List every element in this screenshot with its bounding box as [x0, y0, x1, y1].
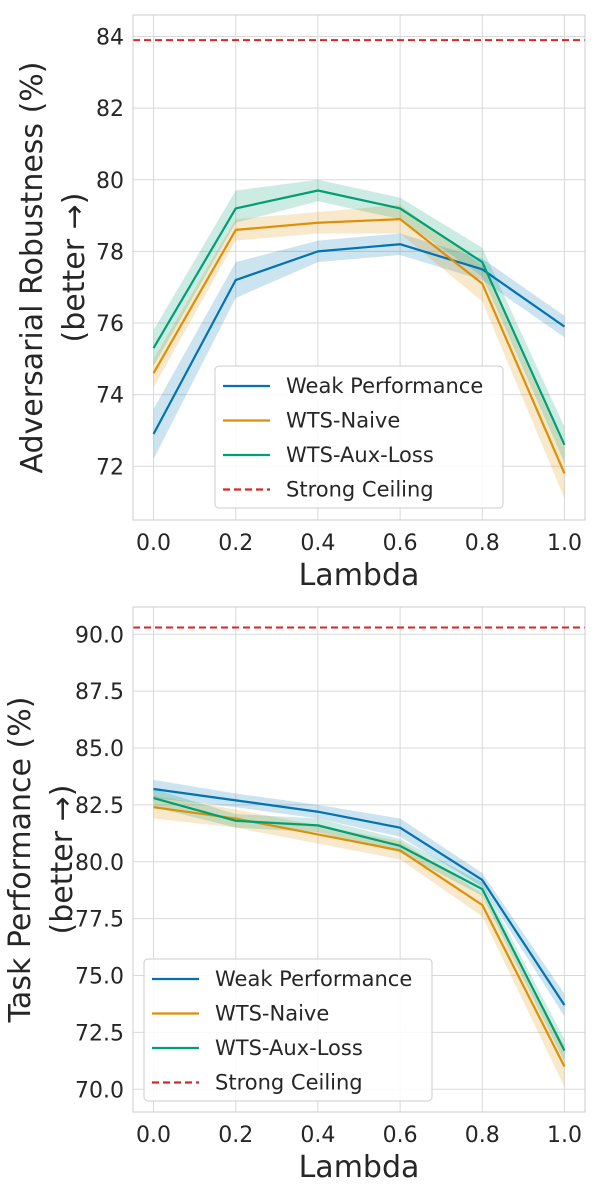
series-line-weak-performance: [152, 243, 566, 435]
y-axis-label-sub: (better →): [57, 193, 92, 343]
series-line-weak-performance: [153, 787, 566, 1006]
x-tick-label: 0.4: [300, 531, 335, 556]
legend-label-wts-aux-loss: WTS-Aux-Loss: [286, 443, 434, 467]
y-tick-label: 80.0: [75, 851, 124, 876]
axes-frame: [132, 606, 586, 1113]
confidence-band-wts-aux-loss: [153, 788, 565, 1062]
chart-panel-1: 0.0 0.2 0.4 0.6 0.8 1.0 72 74 76 78 80 82 84 Lambda Ad…: [15, 14, 586, 593]
legend-label-strong-ceiling: Strong Ceiling: [215, 1071, 363, 1095]
legend-label-wts-aux-loss: WTS-Aux-Loss: [215, 1036, 363, 1060]
legend-box: [214, 365, 504, 509]
series-line-wts-naive: [152, 218, 566, 474]
y-tick-label: 80: [96, 169, 124, 194]
confidence-band-wts-naive: [153, 204, 565, 499]
legend: Weak Performance WTS-Naive WTS-Aux-Loss Str…: [214, 365, 504, 509]
confidence-band-weak-performance: [153, 779, 565, 1017]
x-axis-label: Lambda: [299, 558, 420, 593]
legend-box: [143, 958, 433, 1102]
plot-area: [133, 626, 585, 1087]
legend-label-strong-ceiling: Strong Ceiling: [286, 478, 434, 502]
y-tick-label: 84: [96, 25, 124, 50]
chart-panel-2: 0.0 0.2 0.4 0.6 0.8 1.0 70.0 72.5 75.0 77.5 80.0 82…: [3, 606, 586, 1185]
y-tick-label: 85.0: [75, 737, 124, 762]
x-tick-label: 0.2: [218, 1123, 253, 1148]
axes-frame: [132, 14, 586, 521]
y-tick-label: 87.5: [75, 680, 124, 705]
legend: Weak Performance WTS-Naive WTS-Aux-Loss Str…: [143, 958, 433, 1102]
y-tick-label: 76: [96, 312, 124, 337]
y-tick-label: 72: [96, 455, 124, 480]
x-tick-label: 1.0: [547, 1123, 582, 1148]
x-axis-label: Lambda: [299, 1150, 420, 1185]
y-tick-label: 72.5: [75, 1021, 124, 1046]
x-tick-label: 0.2: [218, 531, 253, 556]
legend-label-weak-performance: Weak Performance: [215, 967, 412, 991]
y-tick-label: 90.0: [75, 623, 124, 648]
x-tick-label: 1.0: [547, 531, 582, 556]
y-tick-label: 75.0: [75, 965, 124, 990]
x-tick-label: 0.0: [136, 531, 171, 556]
series-line-wts-aux-loss: [152, 189, 566, 446]
legend-label-wts-naive: WTS-Naive: [286, 409, 400, 433]
y-axis-label: Task Performance (%): [3, 697, 38, 1024]
plot-area: [133, 39, 585, 499]
y-axis-label: Adversarial Robustness (%): [15, 61, 50, 473]
y-axis-label-sub: (better →): [45, 785, 80, 935]
y-tick-label: 70.0: [75, 1078, 124, 1103]
y-tick-label: 77.5: [75, 908, 124, 933]
series-line-wts-aux-loss: [153, 797, 566, 1052]
x-tick-label: 0.0: [136, 1123, 171, 1148]
x-tick-label: 0.8: [465, 1123, 500, 1148]
x-tick-label: 0.6: [383, 531, 418, 556]
x-tick-label: 0.6: [383, 1123, 418, 1148]
y-tick-label: 74: [96, 384, 124, 409]
y-tick-label: 78: [96, 240, 124, 265]
x-tick-label: 0.4: [300, 1123, 335, 1148]
legend-label-wts-naive: WTS-Naive: [215, 1002, 329, 1026]
y-tick-label: 82.5: [75, 794, 124, 819]
legend-label-weak-performance: Weak Performance: [286, 374, 483, 398]
confidence-band-wts-aux-loss: [153, 179, 565, 463]
y-tick-label: 82: [96, 97, 124, 122]
x-tick-label: 0.8: [465, 531, 500, 556]
